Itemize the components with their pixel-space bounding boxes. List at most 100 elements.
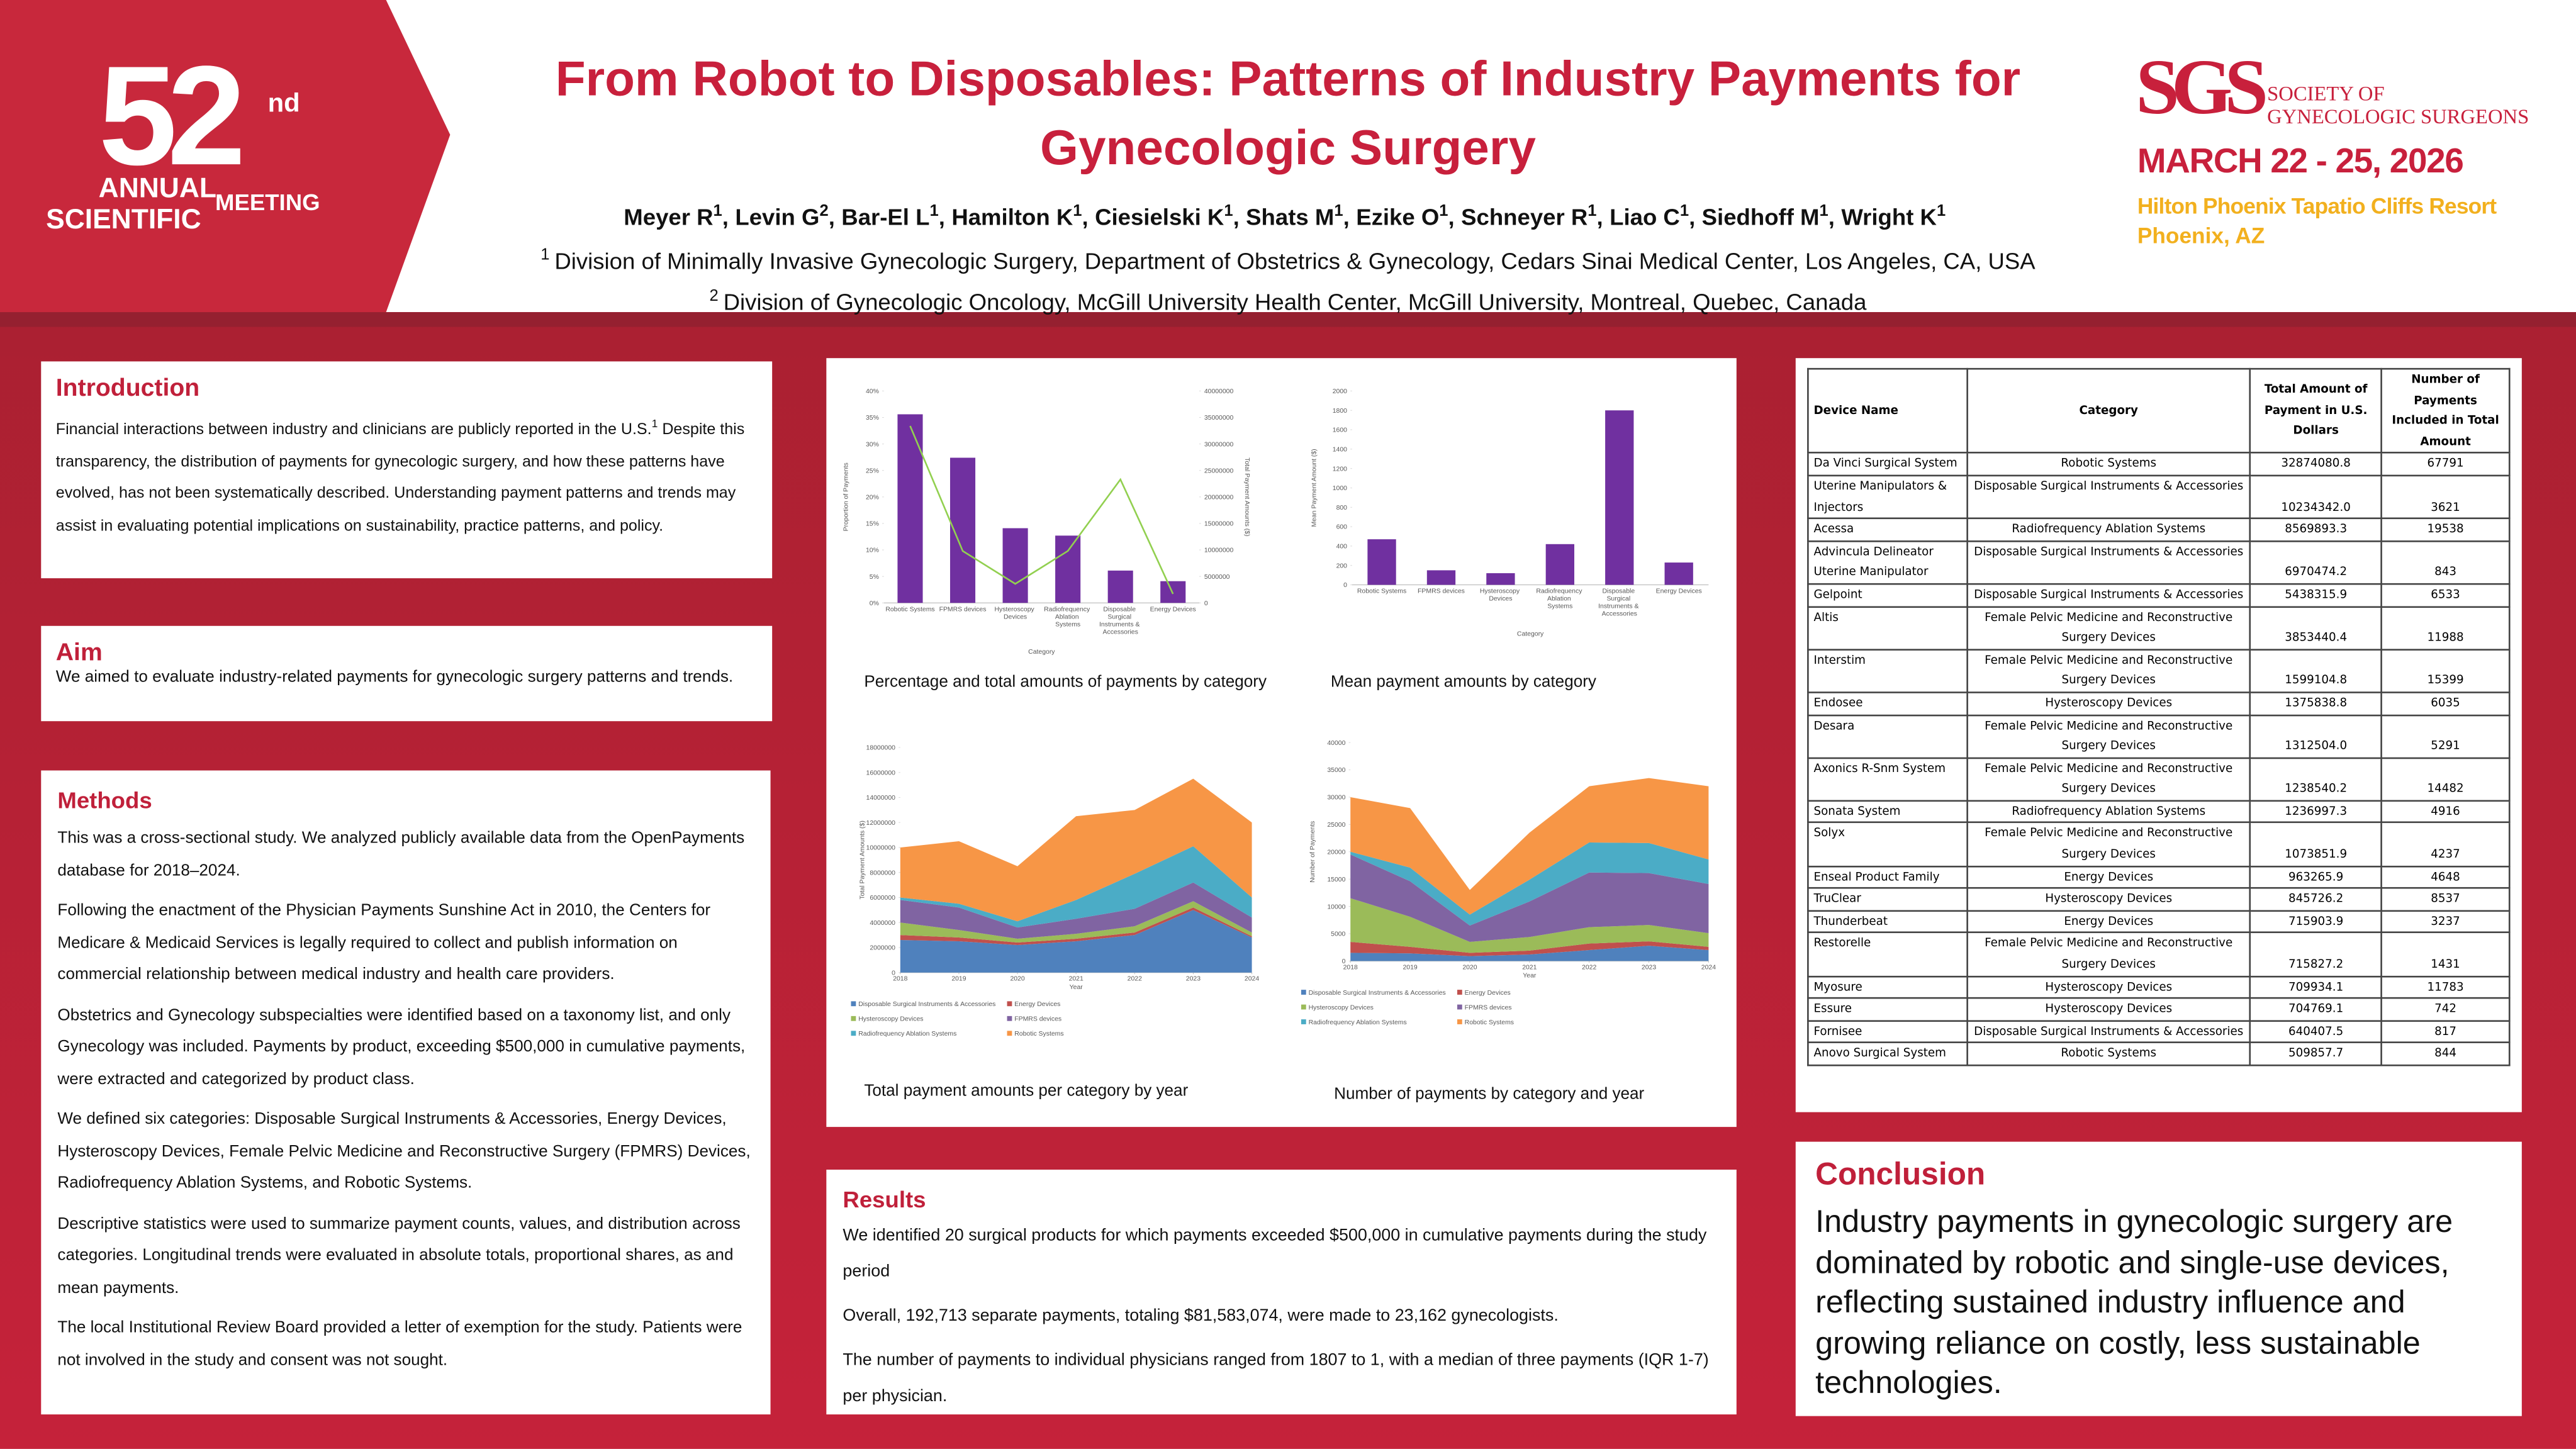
y-axis-title: Number of Payments — [1309, 821, 1316, 883]
line — [909, 425, 1174, 595]
table-cell: 1073851.9 — [2249, 822, 2383, 867]
author-name: Levin G — [735, 203, 820, 230]
table-row: Interstim Female Pelvic Medicine and Reco… — [1807, 648, 2511, 693]
y-tick-label: 20% — [866, 494, 879, 501]
legend-swatch — [1007, 1015, 1012, 1021]
society-name-1: SOCIETY OF — [2267, 82, 2385, 106]
logo-suffix: nd — [268, 88, 300, 118]
meeting-logo: 52 nd ANNUAL SCIENTIFIC MEETING — [0, 0, 451, 313]
y-axis-title: Mean Payment Amount ($) — [1311, 449, 1318, 527]
table-row: TruClear Hysteroscopy Devices 845726.2 8537 — [1807, 887, 2511, 912]
table-cell: Acessa — [1807, 517, 1968, 542]
section-body: We aimed to evaluate industry-related pa… — [55, 668, 734, 687]
table-cell: Female Pelvic Medicine and Reconstructiv… — [1966, 713, 2251, 759]
paragraph: We identified 20 surgical products for w… — [843, 1227, 1707, 1282]
table-cell: Energy Devices — [1966, 910, 2251, 934]
y-tick-label: 4000000 — [870, 920, 895, 927]
table-cell: Da Vinci Surgical System — [1807, 452, 1968, 477]
table-cell: 509857.7 — [2249, 1042, 2383, 1066]
section-title: Aim — [55, 639, 103, 668]
header-stripe — [0, 312, 2576, 327]
area — [900, 910, 1252, 973]
table-cell: Solyx — [1807, 822, 1968, 867]
y-tick-label: 16000000 — [866, 769, 896, 776]
section-title: Introduction — [55, 374, 200, 403]
y-axis-title: Total Payment Amounts ($) — [859, 820, 866, 899]
table-cell: Hysteroscopy Devices — [1966, 887, 2251, 912]
table-row: Advincula Delineator Uterine Manipulator… — [1807, 540, 2511, 585]
aim-panel: Aim We aimed to evaluate industry-relate… — [41, 625, 773, 722]
affiliation-text: Division of Minimally Invasive Gynecolog… — [554, 247, 2036, 274]
y-tick-label: 6000000 — [870, 895, 895, 902]
area — [900, 901, 1252, 943]
author-name: Ciesielski K — [1095, 203, 1224, 230]
table-cell: 1375838.8 — [2249, 691, 2383, 716]
bar — [1545, 544, 1574, 585]
table-cell: 843 — [2380, 540, 2511, 585]
table-row: Anovo Surgical System Robotic Systems 5098… — [1807, 1042, 2511, 1066]
y-axis-title: Proportion of Payments — [843, 462, 849, 531]
y-tick-label: 8000000 — [870, 870, 895, 876]
legend-label: Hysteroscopy Devices — [1309, 1004, 1374, 1011]
table-header-cell: Device Name — [1807, 367, 1968, 454]
y-tick-label: 10000 — [1327, 904, 1345, 910]
table-cell: 640407.5 — [2249, 1019, 2383, 1044]
table-cell: Energy Devices — [1966, 865, 2251, 890]
table-cell: 11783 — [2380, 975, 2511, 1000]
author: Ciesielski K1, — [1095, 202, 1240, 230]
table-cell: Female Pelvic Medicine and Reconstructiv… — [1966, 822, 2251, 867]
y-tick-label: 35000 — [1327, 767, 1345, 774]
table-cell: Endosee — [1807, 691, 1968, 716]
table-cell: Myosure — [1807, 975, 1968, 1000]
table-cell: 817 — [2380, 1019, 2511, 1044]
table-row: Endosee Hysteroscopy Devices 1375838.8 6035 — [1807, 691, 2511, 716]
affiliation-sup: 2 — [709, 287, 719, 305]
paragraph: The local Institutional Review Board pro… — [57, 1319, 742, 1370]
poster-title: From Robot to Disposables: Patterns of I… — [555, 52, 2021, 176]
area — [900, 778, 1252, 922]
author: Meyer R1, — [624, 202, 729, 230]
table-cell: 742 — [2380, 997, 2511, 1022]
table-row: Axonics R-Snm System Female Pelvic Medici… — [1807, 756, 2511, 802]
y2-tick-label: 0 — [1204, 600, 1208, 607]
table-row: Enseal Product Family Energy Devices 96326… — [1807, 865, 2511, 890]
author-sup: 1 — [1224, 202, 1233, 220]
y2-tick-label: 25000000 — [1204, 467, 1234, 474]
author: Schneyer R1, — [1461, 202, 1603, 230]
author: Wright K1 — [1841, 202, 1946, 230]
meeting-dates: MARCH 22 - 25, 2026 — [2137, 143, 2464, 181]
legend-label: Radiofrequency Ablation Systems — [1309, 1019, 1407, 1026]
table-cell: 5291 — [2380, 713, 2511, 759]
affiliation-sup: 1 — [540, 246, 550, 265]
table-cell: Sonata System — [1807, 800, 1968, 824]
table-header-cell: Category — [1966, 367, 2251, 454]
bar — [1055, 535, 1081, 603]
separator: , — [1828, 203, 1835, 230]
table-row: Sonata System Radiofrequency Ablation Sys… — [1807, 800, 2511, 824]
table-cell: 844 — [2380, 1042, 2511, 1066]
chart-caption: Percentage and total amounts of payments… — [864, 671, 1267, 690]
y-tick-label: 1600 — [1333, 427, 1347, 434]
x-tick-label: 2019 — [951, 976, 966, 983]
y2-tick-label: 35000000 — [1204, 415, 1234, 422]
y-tick-label: 0 — [1342, 958, 1346, 965]
table-panel: Device Name Category Total Amount of Payme… — [1795, 358, 2522, 1112]
table-cell: 14482 — [2380, 756, 2511, 802]
y2-tick-label: 30000000 — [1204, 441, 1234, 448]
section-title: Conclusion — [1815, 1158, 1986, 1193]
table-row: Gelpoint Disposable Surgical Instruments … — [1807, 583, 2511, 607]
x-tick-label: 2022 — [1582, 964, 1596, 971]
table-cell: Axonics R-Snm System — [1807, 756, 1968, 802]
x-tick-label: Hysteroscopy Devices — [995, 606, 1036, 620]
y-tick-label: 10000000 — [866, 845, 896, 852]
y2-tick-label: 15000000 — [1204, 521, 1234, 528]
table-cell: Uterine Manipulators & Injectors — [1807, 474, 1968, 520]
legend-swatch — [851, 1031, 856, 1036]
section-body: This was a cross-sectional study. We ana… — [57, 823, 754, 1377]
table-cell: 3621 — [2380, 474, 2511, 520]
table-cell: Disposable Surgical Instruments & Access… — [1966, 583, 2251, 607]
area — [1350, 842, 1709, 926]
table-cell: 10234342.0 — [2249, 474, 2383, 520]
device-table: Device Name Category Total Amount of Payme… — [1807, 367, 2511, 1066]
